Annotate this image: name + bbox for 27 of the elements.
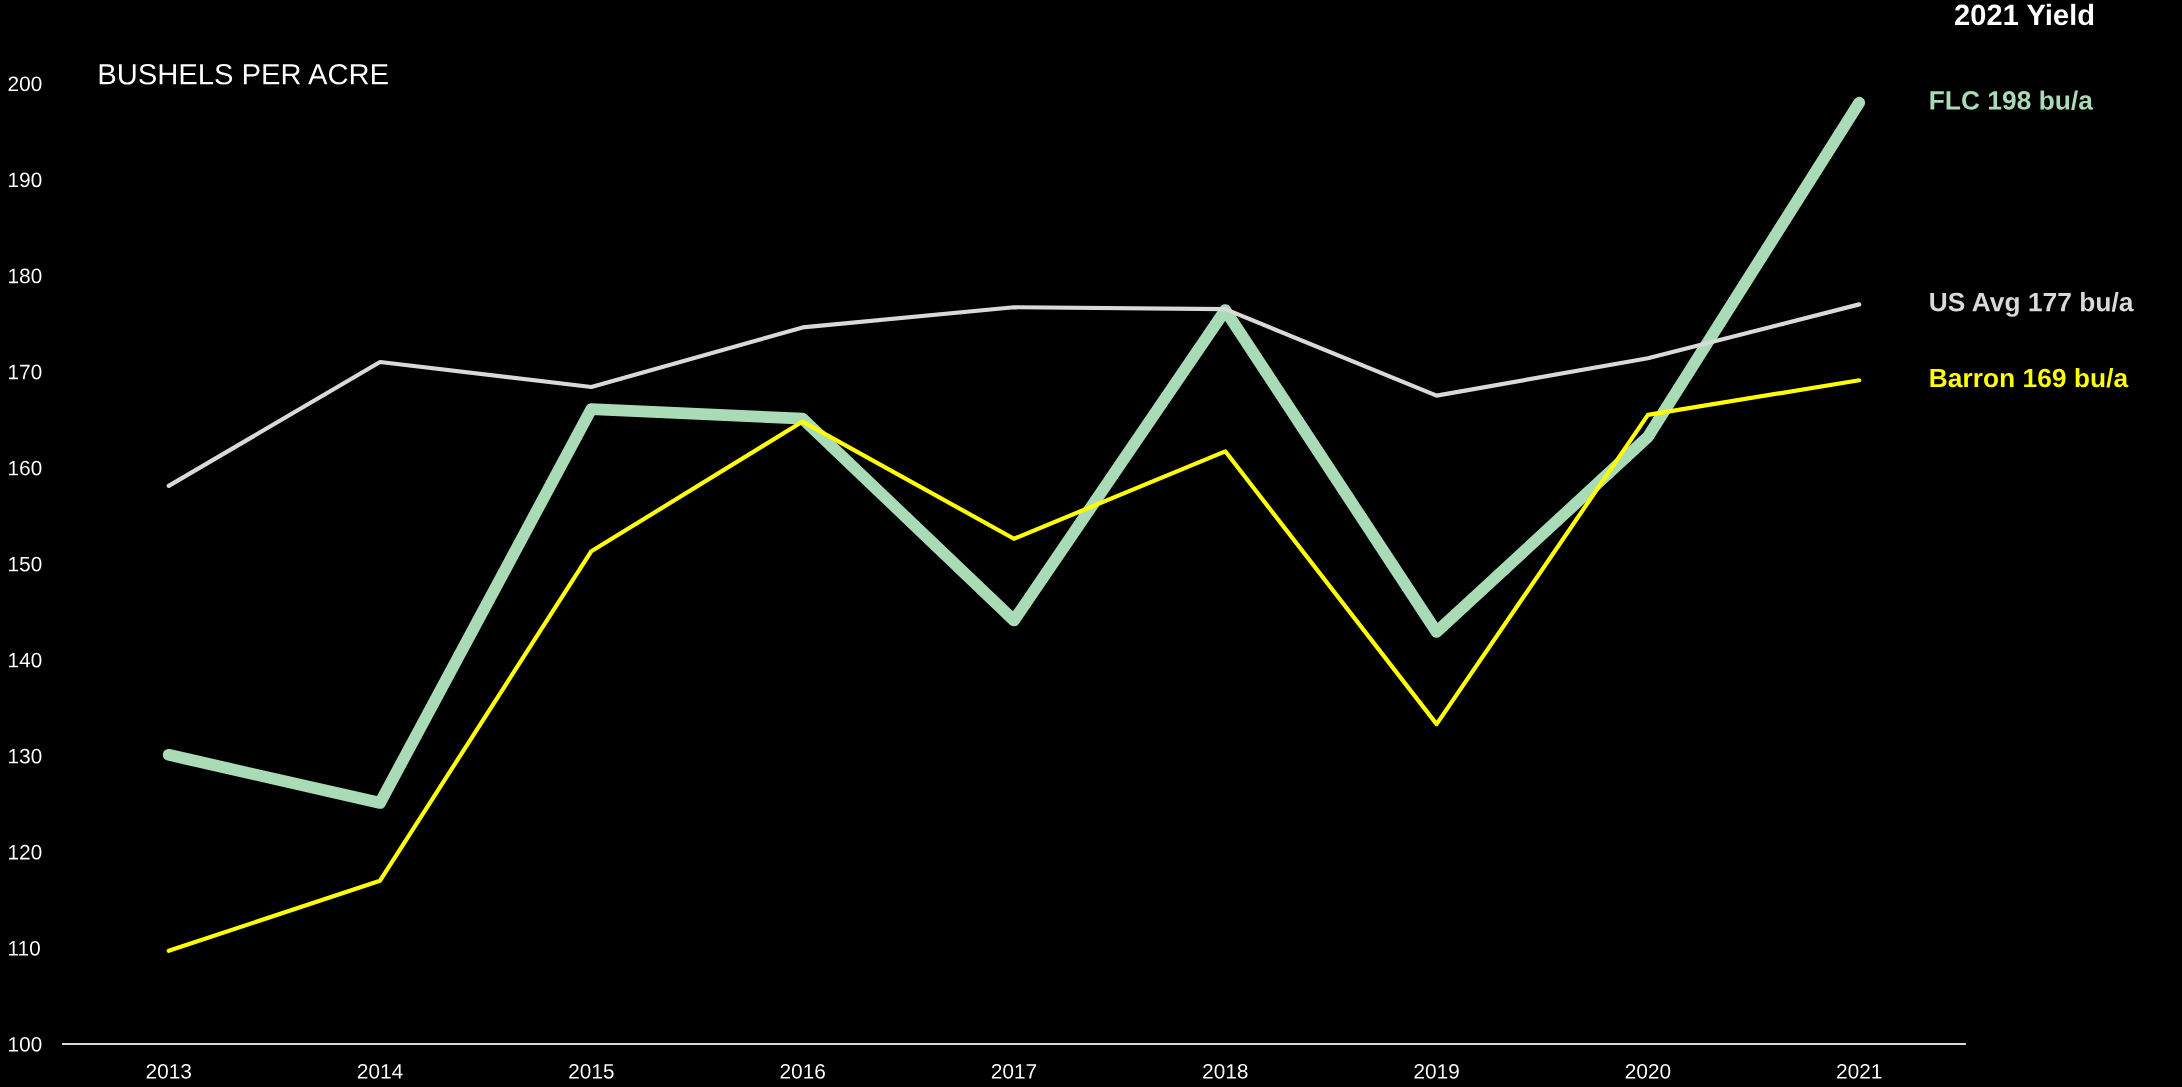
x-tick-label: 2013 xyxy=(146,1063,191,1079)
x-tick-label: 2021 xyxy=(1837,1063,1882,1079)
x-tick-label: 2019 xyxy=(1414,1063,1459,1079)
x-tick-label: 2014 xyxy=(357,1063,403,1079)
x-tick-label: 2016 xyxy=(780,1063,825,1079)
y-tick-label: 120 xyxy=(9,844,42,860)
y-tick-label: 180 xyxy=(9,268,42,284)
y-tick-label: 100 xyxy=(9,1036,42,1052)
text: US Avg 177 bu/a xyxy=(1930,292,2134,317)
y-axis-title: BUSHELS PER ACRE xyxy=(99,63,388,85)
x-tick-label: 2017 xyxy=(991,1063,1037,1079)
y-tick-label: 130 xyxy=(9,748,42,764)
x-tick-label: 2015 xyxy=(569,1063,614,1079)
y-tick-label: 150 xyxy=(9,556,42,572)
x-tick-label: 2020 xyxy=(1625,1063,1671,1079)
y-tick-label: 200 xyxy=(8,76,42,92)
line-series xyxy=(166,378,1862,953)
y-tick-label: 140 xyxy=(9,652,42,668)
y-tick-label: 170 xyxy=(9,364,42,380)
y-tick-label: 190 xyxy=(9,172,42,188)
text: Barron 169 bu/a xyxy=(1930,367,2129,388)
x-tick-label: 2018 xyxy=(1203,1063,1248,1079)
text: FLC 198 bu/a xyxy=(1930,90,2094,111)
y-tick-label: 110 xyxy=(9,940,40,956)
text: 2021 Yield xyxy=(1954,3,2094,26)
y-tick-label: 160 xyxy=(9,460,42,476)
line-series xyxy=(166,302,1862,489)
